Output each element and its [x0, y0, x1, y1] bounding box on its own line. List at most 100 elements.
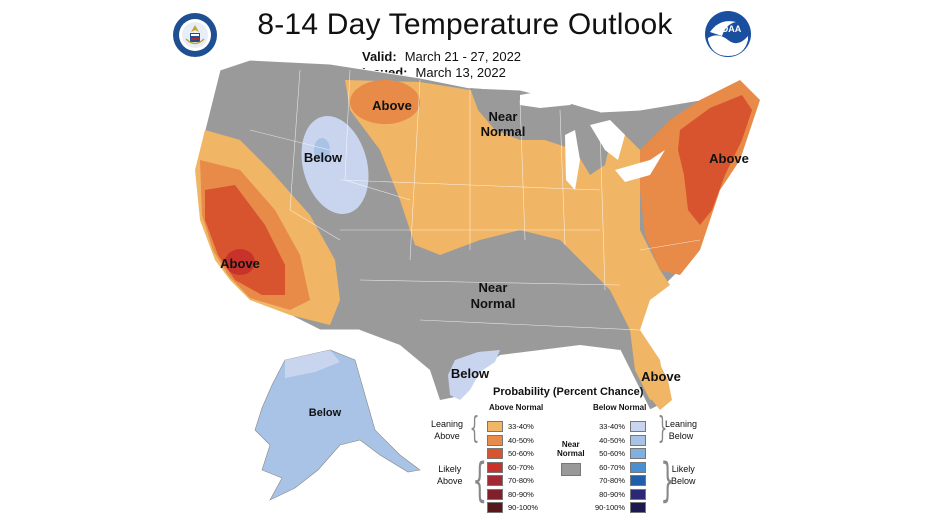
south-near-normal: [335, 232, 630, 400]
label-ak-below: Below: [309, 407, 342, 419]
valid-label: Valid:: [362, 49, 397, 64]
northwest-below-medium: [314, 138, 330, 162]
label-great-lakes-normal: Normal: [481, 124, 526, 139]
svg-text:NOAA: NOAA: [715, 24, 742, 34]
above-row: 33-40%: [482, 421, 546, 432]
above-row: 40-50%: [482, 434, 546, 446]
below-swatch: [630, 448, 646, 459]
brace-likely-above-icon: {: [472, 453, 487, 507]
alaska-below: [254, 349, 421, 501]
issued-value: March 13, 2022: [415, 65, 506, 80]
above-pct: 60-70%: [508, 462, 534, 472]
below-pct: 60-70%: [599, 462, 625, 472]
legend-leaning-below: Leaning Below: [665, 418, 697, 442]
below-row: 70-80%: [587, 475, 651, 486]
legend-near-normal: Near Normal: [557, 440, 585, 458]
below-pct: 80-90%: [599, 489, 625, 499]
legend: Probability (Percent Chance) Above Norma…: [425, 383, 715, 518]
lake-superior: [520, 88, 585, 108]
above-pct: 90-100%: [508, 503, 539, 512]
below-row: 90-100%: [587, 502, 651, 513]
above-swatch: [487, 475, 503, 486]
leaning-below-line1: Leaning: [665, 419, 698, 429]
state-borders: [249, 69, 701, 331]
brace-likely-below-icon: }: [660, 453, 675, 507]
legend-below-header: Below Normal: [593, 403, 647, 412]
commerce-seal-icon: [173, 13, 217, 57]
below-pct: 33-40%: [599, 422, 625, 431]
great-lakes-near-normal: [470, 88, 612, 175]
legend-title: Probability (Percent Chance): [493, 386, 644, 398]
below-swatch: [630, 421, 646, 432]
likely-above-line2: Above: [437, 476, 463, 486]
likely-below-line1: Likely: [671, 464, 695, 474]
below-pct: 50-60%: [599, 449, 625, 458]
above-pct: 50-60%: [508, 449, 534, 458]
below-pct: 70-80%: [599, 476, 625, 485]
below-pct: 90-100%: [594, 503, 625, 512]
florida-above: [640, 345, 672, 410]
map-title: 8-14 Day Temperature Outlook: [257, 8, 673, 41]
montana-above-medium: [350, 80, 420, 124]
texas-below-light: [448, 350, 500, 400]
above-row: 90-100%: [482, 502, 546, 513]
likely-below-line2: Below: [671, 476, 696, 486]
below-swatch: [630, 434, 646, 446]
legend-above-header: Above Normal: [489, 403, 544, 412]
leaning-below-line2: Below: [668, 431, 694, 441]
above-pct: 33-40%: [508, 422, 534, 431]
below-row: 40-50%: [587, 434, 651, 446]
above-row: 70-80%: [482, 475, 546, 486]
below-pct: 40-50%: [599, 435, 625, 445]
leaning-above-line2: Above: [434, 431, 460, 441]
above-swatch: [487, 461, 503, 473]
label-south-near: Near: [479, 280, 508, 295]
alaska-below-light: [285, 350, 340, 378]
valid-dates: Valid: March 21 - 27, 2022: [362, 49, 521, 64]
noaa-logo-icon: NOAA: [705, 11, 751, 57]
label-nw-below: Below: [304, 150, 343, 165]
above-row: 50-60%: [482, 448, 546, 459]
below-swatch: [630, 475, 646, 486]
california-above-strong: [205, 185, 285, 295]
legend-near-normal-swatch: [561, 463, 581, 476]
valid-value: March 21 - 27, 2022: [404, 49, 522, 64]
label-tx-below: Below: [451, 366, 490, 381]
legend-near-label: Near: [561, 440, 580, 449]
label-north-above: Above: [372, 98, 412, 113]
below-row: 60-70%: [587, 461, 651, 473]
above-pct: 70-80%: [508, 476, 534, 485]
northeast-above-strong: [678, 95, 752, 225]
below-row: 50-60%: [587, 448, 651, 459]
below-row: 80-90%: [587, 488, 651, 500]
above-row: 60-70%: [482, 461, 546, 473]
legend-normal-label: Normal: [557, 449, 585, 458]
brace-leaning-below-icon: }: [657, 411, 668, 446]
label-fl-above: Above: [641, 369, 681, 384]
above-row: 80-90%: [482, 488, 546, 500]
above-swatch: [487, 421, 503, 432]
likely-above-line1: Likely: [438, 464, 462, 474]
above-pct: 40-50%: [508, 435, 534, 445]
leaning-above-line1: Leaning: [431, 419, 464, 429]
below-swatch: [630, 502, 646, 513]
lake-erie-ontario: [615, 150, 665, 182]
socal-above-max: [225, 249, 255, 275]
label-ca-above: Above: [220, 256, 260, 271]
above-swatch: [487, 502, 503, 513]
above-swatch: [487, 448, 503, 459]
label-ne-above: Above: [709, 151, 749, 166]
lake-michigan: [565, 130, 580, 190]
legend-leaning-above: Leaning Above: [431, 418, 463, 442]
above-swatch: [487, 488, 503, 500]
lake-huron: [590, 120, 625, 160]
below-row: 33-40%: [587, 421, 651, 432]
above-pct: 80-90%: [508, 489, 534, 499]
label-south-normal: Normal: [471, 296, 516, 311]
brace-leaning-above-icon: {: [469, 411, 480, 446]
below-swatch: [630, 461, 646, 473]
below-swatch: [630, 488, 646, 500]
above-swatch: [487, 434, 503, 446]
legend-likely-above: Likely Above: [437, 463, 463, 487]
